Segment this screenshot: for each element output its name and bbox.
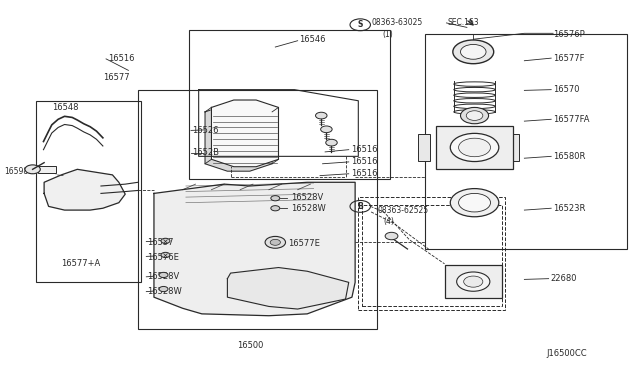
Bar [419,134,430,161]
Circle shape [271,196,280,201]
Circle shape [453,40,493,64]
Text: 16577+A: 16577+A [61,259,100,268]
Circle shape [159,272,168,278]
Circle shape [326,139,337,146]
Polygon shape [154,182,355,316]
Circle shape [451,134,499,161]
Text: 16516: 16516 [108,54,134,63]
Circle shape [161,238,170,243]
Circle shape [459,138,490,157]
Text: 16516: 16516 [351,169,377,178]
Bar [138,90,378,329]
Circle shape [451,189,499,217]
Bar [362,205,502,307]
Text: 16528V: 16528V [148,272,180,281]
Text: 22680: 22680 [550,274,577,283]
Text: 1652B: 1652B [192,148,220,157]
Text: 16528W: 16528W [291,204,326,213]
Text: SEC.163: SEC.163 [448,19,479,28]
Text: 16577FA: 16577FA [553,115,589,124]
Text: 16526: 16526 [192,126,219,135]
Text: 16548: 16548 [52,103,78,112]
Text: (1): (1) [382,29,393,39]
Text: J16500CC: J16500CC [547,349,588,358]
Bar [426,34,627,249]
Bar [358,197,505,310]
Text: 16523R: 16523R [553,204,586,213]
Text: 16516: 16516 [351,145,377,154]
Text: 16580R: 16580R [553,152,586,161]
Circle shape [464,276,483,287]
Text: 16500: 16500 [237,341,263,350]
Text: S: S [358,20,363,29]
Polygon shape [205,105,272,171]
Bar [189,31,390,179]
Circle shape [457,272,490,291]
Text: 16598N: 16598N [4,167,34,176]
Text: 16546: 16546 [300,35,326,44]
Bar [36,101,141,282]
Text: 08363-63025: 08363-63025 [371,19,422,28]
Text: (4): (4) [384,217,395,226]
Polygon shape [227,267,349,309]
Text: 08363-62525: 08363-62525 [378,206,429,215]
Circle shape [467,111,483,121]
Text: B: B [357,202,363,211]
Text: 16576E: 16576E [148,253,179,262]
Bar [445,265,502,298]
Circle shape [25,165,40,174]
Circle shape [271,206,280,211]
Text: 16577E: 16577E [288,239,320,248]
Text: 16516: 16516 [351,157,377,166]
Bar [38,166,56,173]
Text: 16577F: 16577F [553,54,584,62]
Text: 16577: 16577 [103,73,129,82]
Circle shape [461,108,488,124]
Polygon shape [44,169,125,210]
Bar [508,134,519,161]
Circle shape [461,44,486,59]
Text: 16528W: 16528W [148,287,182,296]
Bar [436,126,513,169]
Text: 16557: 16557 [148,238,174,247]
Circle shape [459,193,490,212]
Circle shape [161,252,170,257]
Polygon shape [211,100,278,167]
Circle shape [270,239,280,245]
Text: 16570: 16570 [553,85,580,94]
Circle shape [316,112,327,119]
Circle shape [321,126,332,133]
Text: 16528V: 16528V [291,193,323,202]
Circle shape [385,232,398,240]
Circle shape [159,286,168,292]
Text: 16576P: 16576P [553,29,585,39]
Circle shape [265,236,285,248]
